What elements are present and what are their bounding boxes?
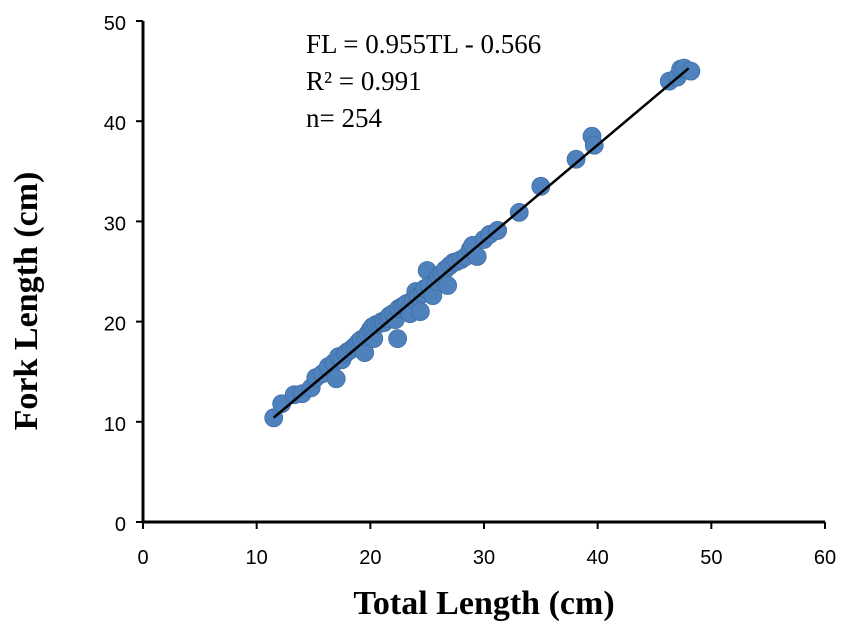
data-point — [410, 302, 430, 321]
data-point — [681, 61, 701, 81]
y-tick-label: 10 — [104, 414, 126, 436]
x-tick-label: 60 — [814, 547, 836, 569]
data-point — [388, 329, 408, 349]
x-tick-label: 10 — [246, 547, 268, 569]
data-points — [264, 58, 701, 428]
y-axis-ticks: 0 10 20 30 40 50 — [104, 13, 143, 536]
y-tick-label: 40 — [104, 113, 126, 135]
equation-annotation: FL = 0.955TL - 0.566 — [306, 29, 541, 59]
data-point — [584, 135, 604, 155]
x-tick-label: 20 — [359, 547, 381, 569]
y-axis-title: Fork Length (cm) — [8, 172, 45, 431]
y-tick-label: 0 — [115, 514, 126, 536]
x-axis-title: Total Length (cm) — [353, 585, 614, 622]
data-point — [438, 276, 458, 295]
sample-size-annotation: n= 254 — [306, 103, 382, 133]
x-tick-label: 50 — [700, 547, 722, 569]
data-point — [566, 149, 586, 169]
x-tick-label: 0 — [137, 547, 148, 569]
trendline — [272, 67, 690, 419]
x-axis-ticks: 0 10 20 30 40 50 60 — [137, 522, 836, 569]
x-tick-label: 30 — [473, 547, 495, 569]
x-tick-label: 40 — [587, 547, 609, 569]
y-tick-label: 20 — [104, 314, 126, 336]
y-tick-label: 30 — [104, 213, 126, 235]
r-squared-annotation: R² = 0.991 — [306, 66, 422, 96]
y-tick-label: 50 — [104, 13, 126, 35]
data-point — [326, 369, 346, 389]
